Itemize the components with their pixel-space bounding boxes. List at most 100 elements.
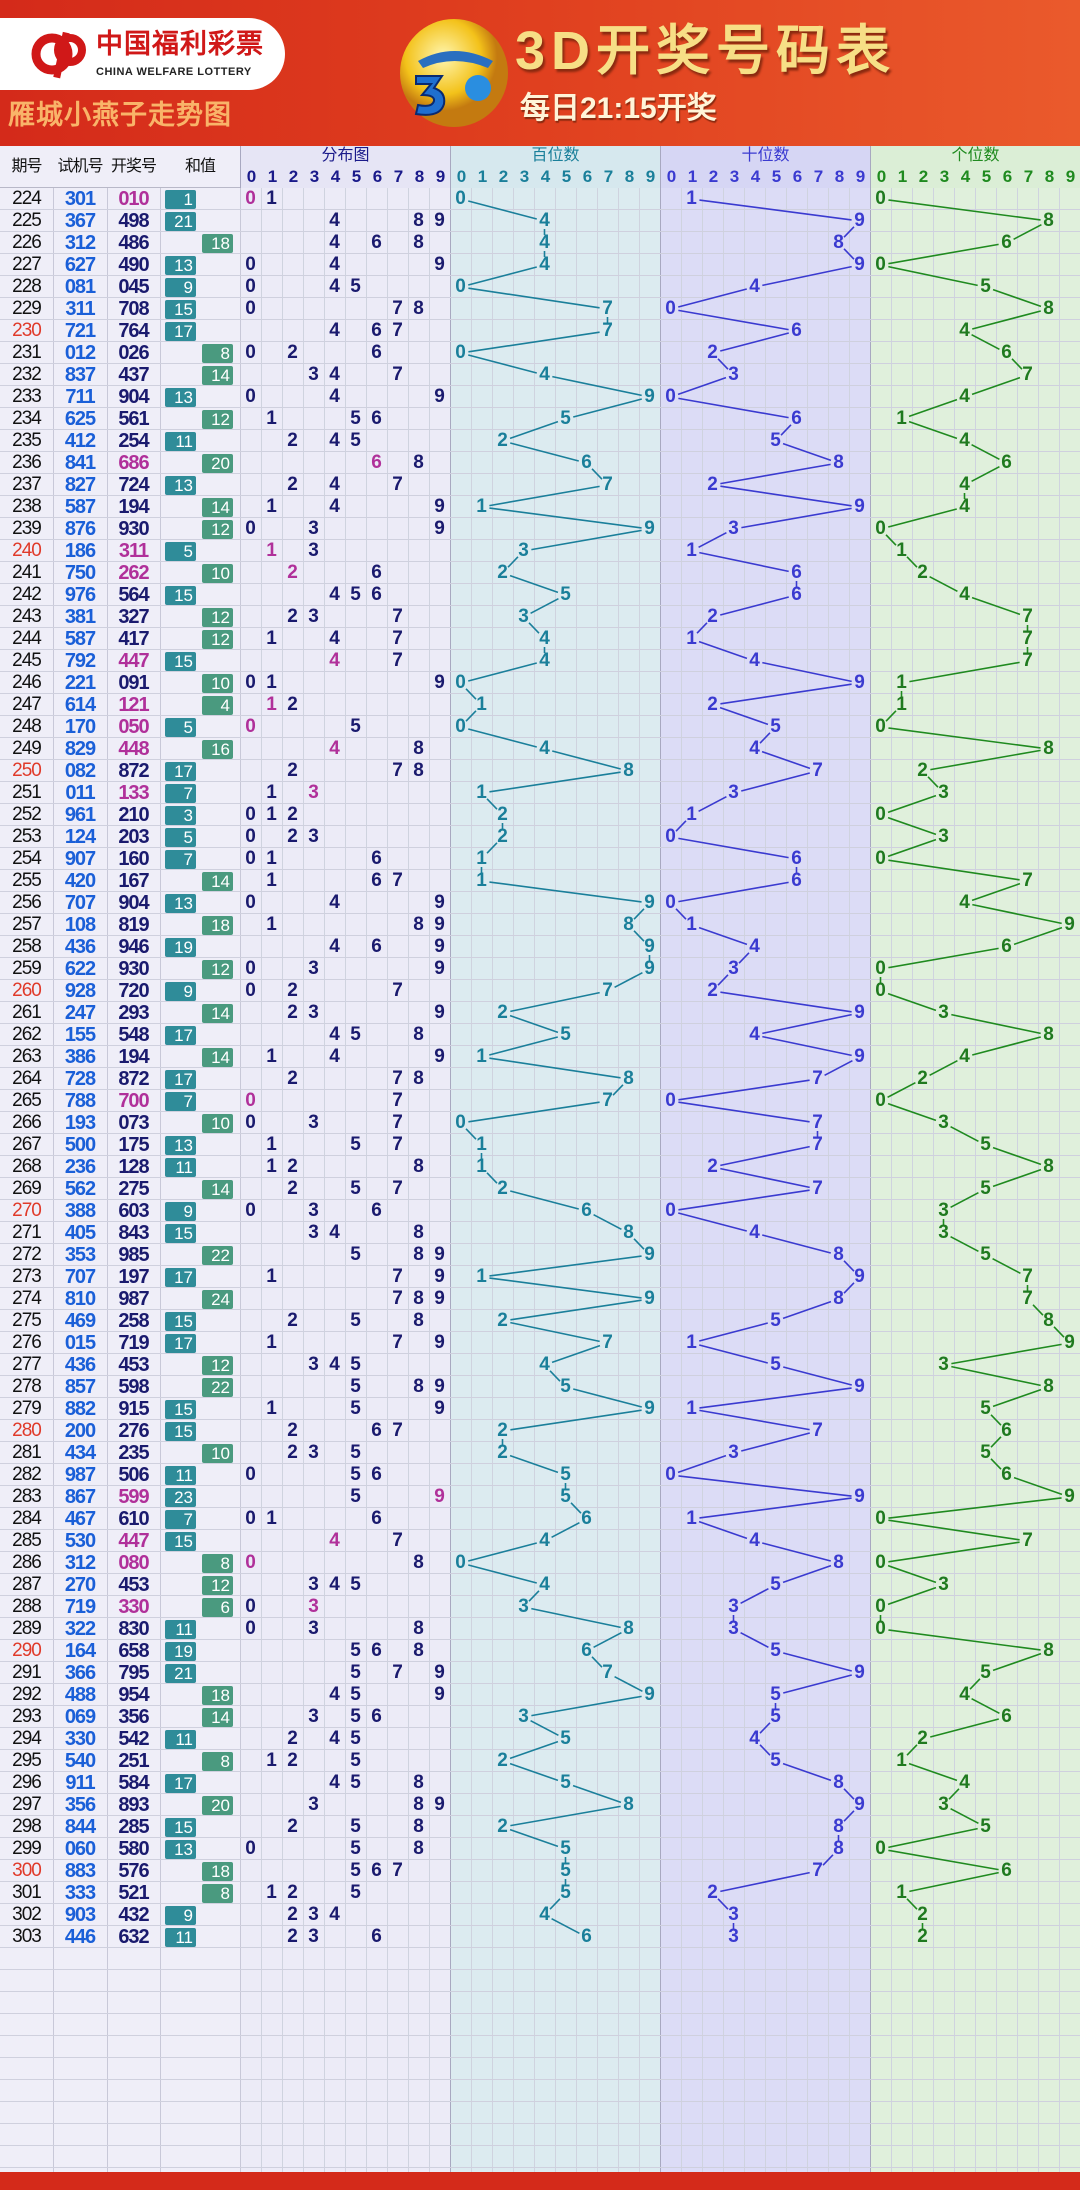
distribution-digit: 1	[266, 496, 277, 517]
ones-trend-segment	[990, 1414, 1002, 1426]
distribution-digit: 2	[287, 342, 298, 363]
hundreds-trend-segment	[468, 266, 537, 286]
tens-trend-segment	[762, 1542, 831, 1562]
period-cell: 229	[12, 298, 42, 319]
table-row: 243 381 327 12 2 3 7 3 2 7	[0, 606, 1080, 628]
ones-digit: 0	[875, 1838, 886, 1859]
draw-number-cell: 632	[118, 1926, 149, 1948]
hundreds-trend-segment	[489, 507, 642, 529]
distribution-digit: 8	[413, 1244, 424, 1265]
period-cell: 299	[12, 1838, 42, 1859]
distribution-digit: 5	[350, 1134, 361, 1155]
distribution-digit: 0	[245, 980, 256, 1001]
ones-digit: 6	[1001, 232, 1012, 253]
table-row: 240 186 311 5 1 3 3 1 1	[0, 540, 1080, 562]
hundreds-digit: 0	[455, 716, 466, 737]
distribution-digit: 9	[434, 672, 445, 693]
hundreds-digit: 4	[539, 1530, 550, 1551]
ones-digit: 4	[959, 1772, 970, 1793]
draw-number-cell: 603	[118, 1200, 149, 1222]
table-row: 271 405 843 15 3 4 8 8 4 3	[0, 1222, 1080, 1244]
distribution-digit: 0	[245, 342, 256, 363]
distribution-digit: 0	[245, 1112, 256, 1133]
sum-badge: 11	[165, 1466, 196, 1485]
hundreds-trend-segment	[509, 1762, 559, 1782]
tens-trend-segment	[698, 532, 727, 548]
distribution-digit: 4	[329, 1530, 340, 1551]
draw-number-cell: 610	[118, 1508, 149, 1530]
tens-digit: 9	[854, 496, 865, 517]
tens-trend-segment	[720, 1167, 810, 1189]
draw-number-cell: 262	[118, 562, 149, 584]
distribution-digit: 4	[329, 936, 340, 957]
trial-number-cell: 867	[64, 1486, 96, 1508]
grid-line	[1017, 188, 1018, 2172]
period-cell: 298	[12, 1816, 42, 1837]
hundreds-digit: 7	[602, 1090, 613, 1111]
grid-line	[107, 188, 108, 2172]
period-cell: 237	[12, 474, 42, 495]
distribution-digit: 2	[287, 804, 298, 825]
distribution-digit: 0	[245, 518, 256, 539]
hundreds-trend-segment	[614, 1676, 643, 1692]
period-cell: 253	[12, 826, 42, 847]
trial-number-cell: 711	[65, 386, 95, 408]
distribution-digit: 2	[287, 1310, 298, 1331]
grid-line	[744, 188, 745, 2172]
distribution-digit: 1	[266, 848, 277, 869]
tens-trend-segment	[675, 908, 687, 920]
distribution-digit: 8	[413, 1552, 424, 1573]
hundreds-trend-segment	[465, 710, 477, 722]
distribution-digit: 5	[350, 1464, 361, 1485]
period-cell: 239	[12, 518, 42, 539]
sum-badge: 19	[165, 1642, 196, 1661]
tens-digit: 3	[728, 1442, 739, 1463]
draw-number-cell: 447	[118, 650, 149, 672]
period-cell: 238	[12, 496, 42, 517]
period-cell: 256	[12, 892, 42, 913]
hundreds-trend-segment	[509, 574, 559, 594]
ones-trend-segment	[951, 1365, 1041, 1387]
period-cell: 247	[12, 694, 42, 715]
distribution-digit: 2	[287, 1926, 298, 1947]
tens-trend-segment	[761, 750, 811, 770]
ones-digit: 5	[980, 1662, 991, 1683]
hundreds-digit: 4	[539, 738, 550, 759]
period-cell: 296	[12, 1772, 42, 1793]
sum-badge: 11	[165, 1620, 196, 1639]
period-cell: 231	[12, 342, 42, 363]
table-row: 254 907 160 7 0 1 6 1 6 0	[0, 848, 1080, 870]
hundreds-digit: 8	[623, 1794, 634, 1815]
trial-number-cell: 907	[64, 848, 96, 870]
table-row: 291 366 795 21 5 7 9 7 9 5	[0, 1662, 1080, 1684]
draw-number-cell: 930	[118, 518, 149, 540]
tens-digit: 5	[770, 716, 781, 737]
distribution-digit: 3	[308, 1574, 319, 1595]
draw-number-cell: 160	[118, 848, 149, 870]
distribution-digit: 9	[434, 1486, 445, 1507]
grid-line	[408, 188, 409, 2172]
ones-trend-segment	[908, 1762, 958, 1782]
ones-trend-segment	[971, 466, 1000, 482]
grid-line	[639, 188, 640, 2172]
period-cell: 250	[12, 760, 42, 781]
draw-number-cell: 658	[118, 1640, 149, 1662]
ones-trend-segment	[906, 1898, 918, 1910]
sum-badge: 12	[202, 1356, 233, 1375]
distribution-digit: 0	[245, 958, 256, 979]
trial-number-cell: 792	[64, 650, 96, 672]
distribution-digit: 0	[245, 188, 256, 209]
sum-badge: 12	[202, 960, 233, 979]
distribution-digit: 1	[266, 1134, 277, 1155]
draw-number-cell: 843	[118, 1222, 149, 1244]
distribution-digit: 5	[350, 276, 361, 297]
tens-trend-segment	[782, 1564, 832, 1584]
table-row: 249 829 448 16 4 8 4 4 8	[0, 738, 1080, 760]
hundreds-trend-segment	[509, 420, 559, 440]
hundreds-digit: 5	[560, 1838, 571, 1859]
hundreds-trend-segment	[572, 1784, 622, 1804]
distribution-digit: 8	[413, 1156, 424, 1177]
grid-row	[0, 2036, 1080, 2058]
hundreds-digit: 4	[539, 1574, 550, 1595]
tens-trend-segment	[843, 1282, 855, 1294]
